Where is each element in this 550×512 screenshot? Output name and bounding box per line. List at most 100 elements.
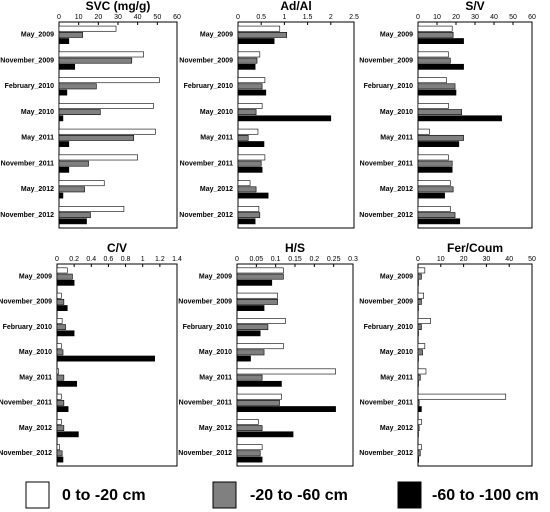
bar <box>236 406 336 412</box>
category-label: May_2010 <box>199 349 232 356</box>
category-label: November_2012 <box>0 212 54 219</box>
x-tick-label: 20 <box>94 14 102 21</box>
x-tick-label: 0 <box>416 256 420 263</box>
bar <box>236 273 284 280</box>
x-tick-label: 10 <box>75 14 83 21</box>
bar <box>417 89 457 96</box>
category-label: November_2009 <box>0 57 54 64</box>
category-label: November_2011 <box>0 400 52 407</box>
category-label: May_2009 <box>200 32 233 39</box>
x-tick-label: 20 <box>460 256 468 263</box>
category-label: November_2012 <box>178 450 232 457</box>
x-tick-label: 60 <box>528 14 536 21</box>
x-tick-label: 50 <box>509 14 517 21</box>
bar <box>417 134 464 141</box>
bar <box>417 450 421 457</box>
panel-title: S/V <box>465 0 484 13</box>
bar <box>56 419 62 425</box>
bar <box>417 160 453 167</box>
bar <box>417 419 422 425</box>
bar <box>237 25 281 32</box>
x-tick-label: 50 <box>528 256 536 263</box>
legend-swatch <box>212 481 237 509</box>
category-label: May_2011 <box>21 135 54 142</box>
bar <box>58 51 144 58</box>
bar <box>417 83 456 90</box>
bar <box>237 109 257 116</box>
x-tick-label: 10 <box>437 256 445 263</box>
bar <box>417 166 453 173</box>
category-label: May_2012 <box>199 425 232 432</box>
category-label: May_2009 <box>380 273 413 280</box>
bar <box>56 298 65 305</box>
x-tick-label: 0.2 <box>69 256 79 263</box>
bar <box>58 89 68 96</box>
bar <box>56 450 63 457</box>
x-tick-label: 0.25 <box>327 256 341 263</box>
bar <box>236 374 263 381</box>
category-label: May_2011 <box>19 374 52 381</box>
x-tick-label: 40 <box>490 14 498 21</box>
bar <box>417 77 447 84</box>
category-label: November_2012 <box>359 212 413 219</box>
bar <box>236 279 273 286</box>
bar <box>417 425 420 432</box>
bar <box>56 355 156 362</box>
bar <box>58 38 70 44</box>
x-tick-label: 0 <box>235 256 239 263</box>
bar <box>236 355 251 362</box>
x-tick-label: 0 <box>57 14 61 21</box>
category-label: February_2010 <box>3 324 53 331</box>
bar <box>58 212 91 219</box>
bar <box>58 180 105 187</box>
bar <box>58 206 125 212</box>
bar <box>56 292 62 299</box>
plot-frame <box>56 263 178 467</box>
category-label: May_2010 <box>380 109 413 116</box>
x-tick-label: 1 <box>282 14 286 21</box>
bar <box>58 63 76 70</box>
bar <box>237 38 275 44</box>
bar <box>237 186 257 193</box>
bar <box>56 368 60 375</box>
bar <box>56 343 62 350</box>
x-tick-label: 0.1 <box>271 256 281 263</box>
x-tick-label: 1.4 <box>172 256 182 263</box>
bar <box>56 456 64 463</box>
x-tick-label: 2 <box>329 14 333 21</box>
bar <box>56 406 69 412</box>
bar <box>237 89 267 96</box>
bar <box>56 431 79 438</box>
bar <box>417 324 422 331</box>
x-tick-label: 50 <box>153 14 161 21</box>
bar <box>236 425 263 432</box>
bar <box>58 109 101 116</box>
category-label: May_2010 <box>21 109 54 116</box>
category-label: February_2010 <box>183 324 233 331</box>
x-tick-label: 0.8 <box>121 256 131 263</box>
bar <box>237 51 261 58</box>
bar <box>56 267 68 274</box>
bar <box>56 305 68 311</box>
bar <box>236 292 278 299</box>
bar <box>417 180 451 187</box>
category-label: May_2011 <box>199 374 232 381</box>
bar <box>417 192 445 199</box>
category-label: November_2009 <box>359 57 413 64</box>
bar <box>237 63 256 70</box>
category-label: May_2009 <box>199 273 232 280</box>
bar <box>417 103 449 109</box>
bar <box>417 63 464 70</box>
x-tick-label: 1 <box>141 256 145 263</box>
x-tick-label: 20 <box>452 14 460 21</box>
bar <box>237 31 288 38</box>
category-label: February_2010 <box>364 324 414 331</box>
bar <box>236 431 294 438</box>
bar <box>58 77 160 84</box>
category-label: May_2010 <box>19 349 52 356</box>
bar <box>236 318 286 324</box>
bar <box>56 393 62 400</box>
bar <box>417 154 449 161</box>
panel-title: C/V <box>107 241 127 255</box>
legend-swatch <box>397 481 422 509</box>
